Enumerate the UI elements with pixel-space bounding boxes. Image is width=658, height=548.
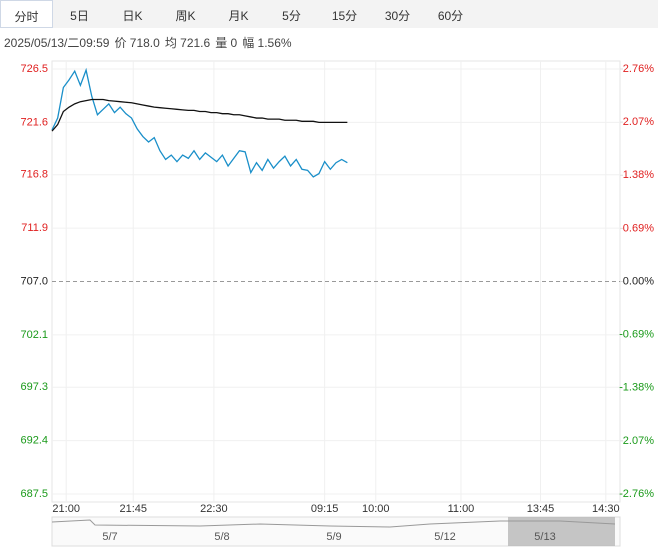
tab[interactable]: 周K [175, 9, 196, 23]
tab[interactable]: 日K [122, 9, 143, 23]
y-tick-label: 721.6 [20, 116, 48, 128]
series-line [51, 67, 348, 178]
info-item: 2025/05/13/二09:59 [4, 36, 110, 50]
x-tick-label: 14:30 [592, 503, 620, 515]
navigator-window [508, 517, 615, 546]
y-tick-label: 692.4 [20, 435, 48, 447]
x-tick-label: 21:45 [119, 503, 147, 515]
tab[interactable]: 15分 [331, 9, 358, 23]
info-item: 量 0 [215, 36, 238, 50]
info-line: 2025/05/13/二09:59 价 718.0 均 721.6 量 0 幅 1.56… [4, 34, 297, 51]
y2-tick-label: 1.38% [623, 169, 654, 181]
navigator-label: 5/8 [214, 531, 229, 543]
tab[interactable]: 30分 [384, 9, 411, 23]
x-tick-label: 10:00 [362, 503, 390, 515]
y2-tick-label: 0.69% [623, 222, 654, 234]
y-tick-label: 716.8 [20, 169, 48, 181]
tab[interactable]: 分时 [0, 0, 53, 28]
x-tick-label: 13:45 [527, 503, 555, 515]
y2-tick-label: 2.07% [623, 116, 654, 128]
info-item: 价 718.0 [114, 36, 160, 50]
y2-tick-label: 2.76% [623, 63, 654, 75]
x-tick-label: 22:30 [200, 503, 228, 515]
x-tick-label: 09:15 [311, 503, 339, 515]
series-line [51, 98, 348, 132]
y-tick-label: 702.1 [20, 329, 48, 341]
x-tick-label: 11:00 [448, 503, 475, 515]
y-tick-label: 711.9 [21, 222, 48, 234]
y-tick-label: 697.3 [20, 381, 48, 393]
navigator-label: 5/7 [102, 531, 117, 543]
y2-tick-label: 0.00% [623, 275, 654, 287]
tab[interactable]: 5日 [70, 9, 89, 23]
navigator-label: 5/12 [434, 531, 455, 543]
y-tick-label: 726.5 [20, 63, 48, 75]
info-item: 均 721.6 [164, 36, 211, 50]
info-item: 幅 1.56% [242, 36, 292, 50]
tab[interactable]: 5分 [282, 9, 301, 23]
y2-tick-label: 2.07% [623, 435, 654, 447]
navigator-label: 5/9 [326, 531, 341, 543]
y-tick-label: 707.0 [20, 275, 48, 287]
tab-bar: 分时 5日 日K 周K 月K 5分 15分 30分 60分 [0, 0, 658, 28]
navigator-label: 5/13 [534, 531, 555, 543]
y2-tick-label: -0.69% [619, 329, 654, 341]
y2-tick-label: -1.38% [619, 382, 654, 394]
tab[interactable]: 月K [228, 9, 249, 23]
y-tick-label: 687.5 [20, 488, 48, 500]
navigator-trace [51, 519, 616, 528]
tab[interactable]: 60分 [437, 9, 464, 23]
x-tick-label: 21:00 [52, 503, 80, 515]
y2-tick-label: -2.76% [619, 488, 654, 500]
